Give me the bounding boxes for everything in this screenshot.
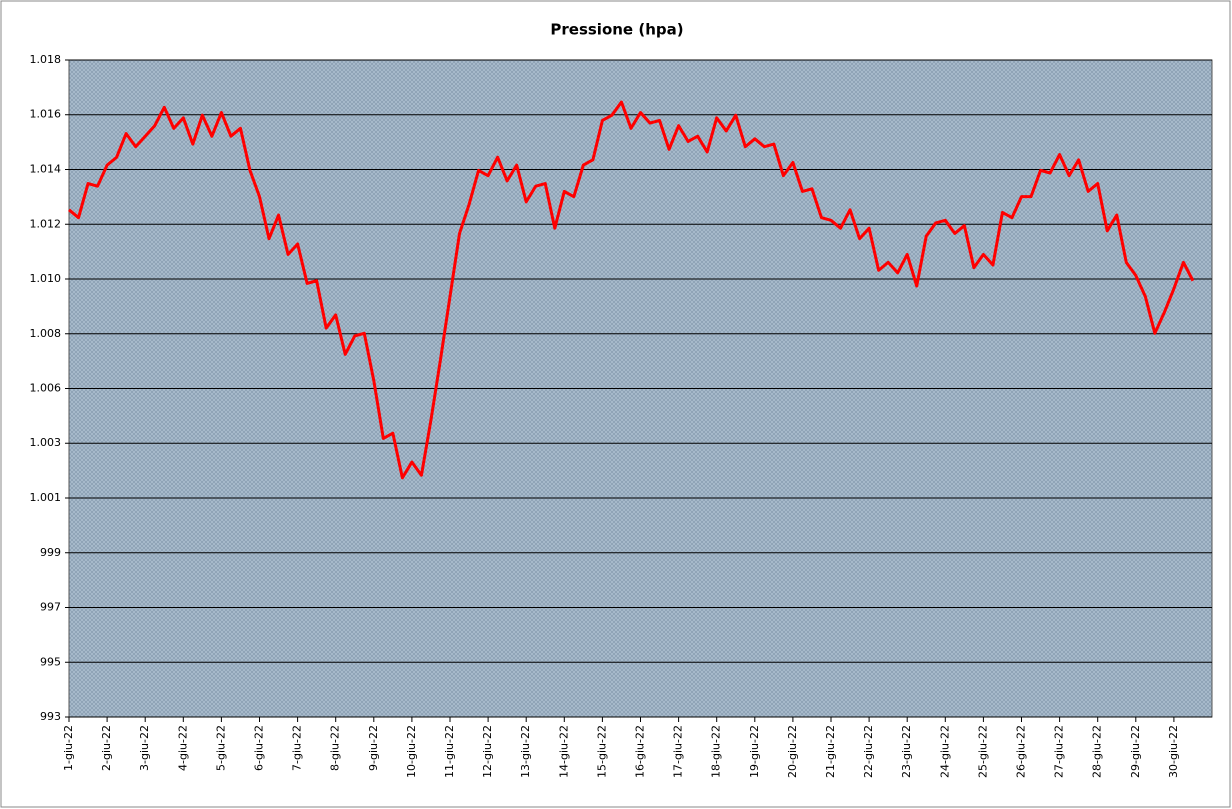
x-tick-label: 9-giu-22 xyxy=(367,725,380,771)
x-tick-label: 27-giu-22 xyxy=(1053,725,1066,778)
x-tick-label: 20-giu-22 xyxy=(786,725,799,778)
x-tick-label: 30-giu-22 xyxy=(1167,725,1180,778)
x-tick-label: 16-giu-22 xyxy=(634,725,647,778)
x-tick-label: 1-giu-22 xyxy=(62,725,75,771)
x-tick-label: 15-giu-22 xyxy=(595,725,608,778)
y-tick-label: 997 xyxy=(40,600,61,613)
chart-title: Pressione (hpa) xyxy=(550,21,683,39)
x-tick-label: 6-giu-22 xyxy=(253,725,266,771)
x-tick-label: 28-giu-22 xyxy=(1091,725,1104,778)
x-tick-label: 10-giu-22 xyxy=(405,725,418,778)
y-tick-label: 1.003 xyxy=(30,436,62,449)
x-tick-label: 13-giu-22 xyxy=(519,725,532,778)
y-tick-label: 1.014 xyxy=(30,163,62,176)
y-tick-label: 993 xyxy=(40,710,61,723)
x-tick-label: 24-giu-22 xyxy=(938,725,951,778)
x-tick-label: 8-giu-22 xyxy=(329,725,342,771)
y-tick-label: 995 xyxy=(40,655,61,668)
y-tick-label: 1.001 xyxy=(30,491,62,504)
y-tick-label: 1.010 xyxy=(30,272,62,285)
y-tick-label: 999 xyxy=(40,546,61,559)
x-tick-label: 23-giu-22 xyxy=(900,725,913,778)
x-tick-label: 3-giu-22 xyxy=(138,725,151,771)
x-tick-label: 14-giu-22 xyxy=(557,725,570,778)
y-tick-label: 1.012 xyxy=(30,217,62,230)
x-tick-label: 11-giu-22 xyxy=(443,725,456,778)
y-tick-label: 1.018 xyxy=(30,53,62,66)
y-tick-label: 1.016 xyxy=(30,108,62,121)
data-line xyxy=(68,100,1195,480)
x-tick-label: 7-giu-22 xyxy=(291,725,304,771)
y-tick-label: 1.008 xyxy=(30,327,62,340)
x-tick-label: 12-giu-22 xyxy=(481,725,494,778)
x-tick-label: 2-giu-22 xyxy=(100,725,113,771)
y-tick-label: 1.006 xyxy=(30,382,62,395)
x-tick-label: 25-giu-22 xyxy=(976,725,989,778)
x-tick-label: 22-giu-22 xyxy=(862,725,875,778)
x-tick-label: 26-giu-22 xyxy=(1015,725,1028,778)
x-tick-label: 18-giu-22 xyxy=(710,725,723,778)
x-tick-label: 4-giu-22 xyxy=(176,725,189,771)
x-tick-label: 19-giu-22 xyxy=(748,725,761,778)
x-tick-label: 21-giu-22 xyxy=(824,725,837,778)
x-tick-label: 5-giu-22 xyxy=(214,725,227,771)
x-tick-label: 29-giu-22 xyxy=(1129,725,1142,778)
x-tick-label: 17-giu-22 xyxy=(672,725,685,778)
